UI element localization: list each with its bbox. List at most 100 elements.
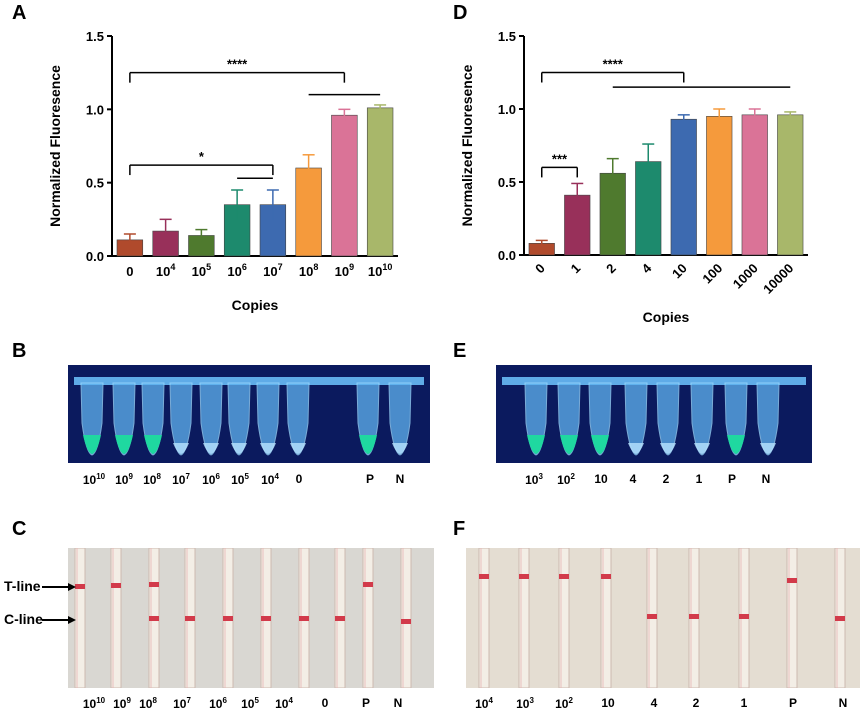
c-line-band bbox=[185, 616, 195, 621]
y-tick-label: 0.5 bbox=[498, 175, 516, 190]
bar bbox=[670, 118, 697, 256]
tube-body bbox=[656, 382, 680, 456]
tube bbox=[388, 382, 412, 456]
sample-label-exponent: 7 bbox=[185, 472, 190, 481]
sample-label-exponent: 8 bbox=[156, 472, 161, 481]
tube-body bbox=[624, 382, 648, 456]
photo-background bbox=[68, 548, 434, 688]
tube bbox=[141, 382, 165, 456]
panel-label-a: A bbox=[12, 2, 27, 24]
sample-label: 4 bbox=[629, 472, 637, 486]
tube-fluorescence bbox=[560, 435, 578, 454]
sample-label: 10 bbox=[601, 696, 615, 710]
bar bbox=[777, 114, 804, 256]
y-tick-label: 0.0 bbox=[498, 248, 516, 263]
sample-label: 1 bbox=[695, 472, 703, 486]
sample-label-exponent: 7 bbox=[186, 696, 191, 705]
sample-label: 103 bbox=[525, 472, 543, 487]
x-axis-label: Copies bbox=[232, 297, 279, 313]
bar bbox=[706, 116, 733, 256]
sample-label: 0 bbox=[295, 472, 303, 486]
panel-label-f: F bbox=[453, 518, 466, 540]
tube-body bbox=[388, 382, 412, 456]
strip-body bbox=[110, 547, 122, 689]
x-tick-label: 109 bbox=[335, 262, 354, 279]
test-strip bbox=[298, 547, 310, 689]
c-line-band bbox=[223, 616, 233, 621]
tube bbox=[80, 382, 104, 456]
tube bbox=[724, 382, 748, 456]
tube bbox=[656, 382, 680, 456]
sample-label-exponent: 6 bbox=[215, 472, 220, 481]
c-line-band bbox=[739, 614, 749, 619]
sample-label-exponent: 9 bbox=[126, 696, 131, 705]
sample-label: P bbox=[788, 696, 798, 710]
tube-photo-e bbox=[496, 365, 812, 463]
x-tick-label: 1010 bbox=[368, 262, 392, 279]
test-strip bbox=[148, 547, 160, 689]
c-line-band bbox=[149, 616, 159, 621]
x-tick-exponent: 4 bbox=[170, 262, 175, 272]
tube-fluorescence bbox=[359, 435, 377, 454]
tube-photo-b bbox=[68, 365, 430, 463]
tube-fluorescence bbox=[83, 435, 101, 454]
x-tick-label: 104 bbox=[156, 262, 175, 279]
sample-label-exponent: 4 bbox=[488, 696, 493, 705]
tube bbox=[286, 382, 310, 456]
y-tick-label: 1.0 bbox=[86, 102, 104, 117]
sample-label: 104 bbox=[275, 696, 293, 711]
test-strip bbox=[834, 547, 846, 689]
test-strip bbox=[688, 547, 700, 689]
sample-label: 10 bbox=[594, 472, 608, 486]
strip-body bbox=[400, 547, 412, 689]
y-tick-label: 1.0 bbox=[498, 102, 516, 117]
sample-label-exponent: 2 bbox=[568, 696, 573, 705]
tube bbox=[588, 382, 612, 456]
sample-label: 105 bbox=[231, 472, 249, 487]
significance-label: **** bbox=[603, 57, 624, 72]
x-tick-label: 107 bbox=[263, 262, 282, 279]
sample-label-exponent: 4 bbox=[274, 472, 279, 481]
bar bbox=[741, 114, 768, 256]
sample-label: 102 bbox=[557, 472, 575, 487]
x-tick-label: 106 bbox=[227, 262, 246, 279]
y-tick-label: 0.0 bbox=[86, 249, 104, 264]
x-tick-exponent: 7 bbox=[278, 262, 283, 272]
sample-label: 1010 bbox=[82, 696, 106, 711]
t-line-label: T-line bbox=[4, 578, 41, 594]
sample-label: N bbox=[761, 472, 771, 486]
strip-body bbox=[786, 547, 798, 689]
x-axis-label: Copies bbox=[643, 309, 690, 325]
sample-label: 108 bbox=[143, 472, 161, 487]
tube-liquid bbox=[290, 443, 306, 454]
sample-label-exponent: 10 bbox=[96, 696, 106, 705]
sample-label-exponent: 9 bbox=[128, 472, 133, 481]
strip-labels-f: 104 103 102 10 4 2 1 P N bbox=[440, 696, 864, 716]
y-tick-label: 1.5 bbox=[86, 29, 104, 44]
tube-fluorescence bbox=[527, 435, 545, 454]
strip-body bbox=[600, 547, 612, 689]
sample-label: 107 bbox=[173, 696, 191, 711]
test-strip bbox=[518, 547, 530, 689]
x-tick-exponent: 10 bbox=[382, 262, 392, 272]
sample-label: P bbox=[727, 472, 737, 486]
sample-label: 109 bbox=[115, 472, 133, 487]
tube bbox=[557, 382, 581, 456]
test-strip bbox=[184, 547, 196, 689]
sample-label: N bbox=[393, 696, 403, 710]
tube-fluorescence bbox=[144, 435, 162, 454]
bar bbox=[331, 114, 358, 257]
tube-liquid bbox=[203, 443, 219, 454]
sample-label-exponent: 8 bbox=[152, 696, 157, 705]
x-tick-exponent: 9 bbox=[349, 262, 354, 272]
panel-label-e: E bbox=[453, 340, 467, 362]
tube-body bbox=[199, 382, 223, 456]
test-strip bbox=[478, 547, 490, 689]
x-tick-label: 1000 bbox=[730, 261, 761, 292]
t-line-band bbox=[149, 582, 159, 587]
sample-label: N bbox=[395, 472, 405, 486]
x-tick-label: 0 bbox=[126, 264, 133, 279]
x-tick-label: 108 bbox=[299, 262, 318, 279]
tube bbox=[690, 382, 714, 456]
